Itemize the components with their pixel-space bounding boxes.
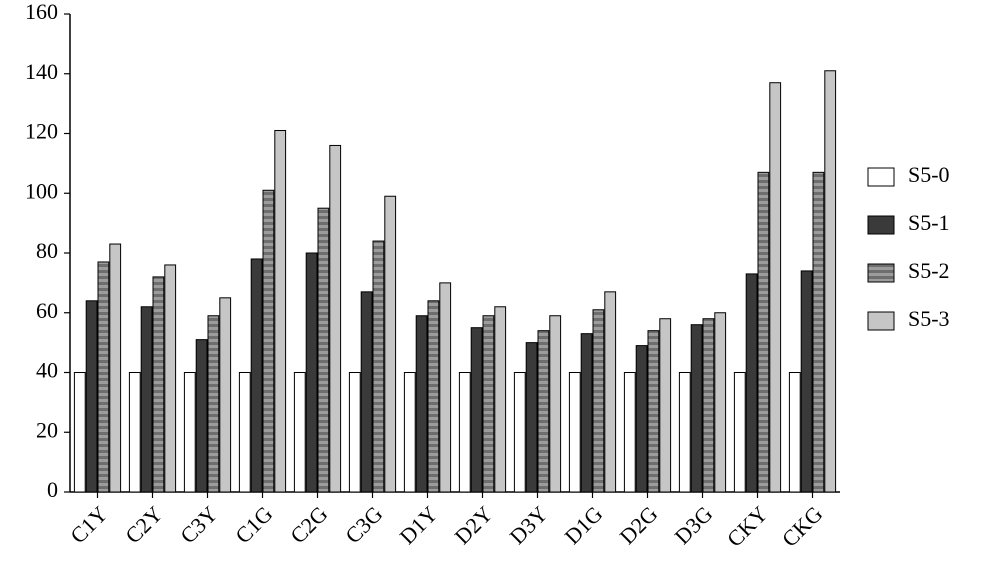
legend-label: S5-0 — [908, 162, 950, 187]
bar — [459, 373, 470, 493]
bar — [165, 265, 176, 492]
bar — [220, 298, 231, 492]
bar — [373, 241, 384, 492]
bar — [330, 145, 341, 492]
bar — [825, 71, 836, 492]
bar — [703, 319, 714, 492]
bar — [263, 190, 274, 492]
legend-swatch — [868, 168, 894, 186]
bar — [86, 301, 97, 492]
bar — [514, 373, 525, 493]
chart-background — [0, 0, 1000, 584]
bar — [648, 331, 659, 492]
y-tick-label: 60 — [36, 298, 58, 323]
y-tick-label: 100 — [25, 178, 58, 203]
bar — [715, 313, 726, 492]
bar — [660, 319, 671, 492]
bar — [404, 373, 415, 493]
bar — [184, 373, 195, 493]
bar — [239, 373, 250, 493]
bar — [440, 283, 451, 492]
bar — [538, 331, 549, 492]
bar — [349, 373, 360, 493]
bar — [605, 292, 616, 492]
bar — [275, 131, 286, 492]
bar — [428, 301, 439, 492]
bar — [129, 373, 140, 493]
bar — [110, 244, 121, 492]
bar — [361, 292, 372, 492]
y-tick-label: 20 — [36, 417, 58, 442]
bar — [746, 274, 757, 492]
bar — [569, 373, 580, 493]
bar — [495, 307, 506, 492]
bar — [624, 373, 635, 493]
bar — [294, 373, 305, 493]
bar — [416, 316, 427, 492]
bar — [789, 373, 800, 493]
bar — [471, 328, 482, 492]
chart-container: 020406080100120140160C1YC2YC3YC1GC2GC3GD… — [0, 0, 1000, 584]
bar — [141, 307, 152, 492]
legend-swatch — [868, 216, 894, 234]
bar — [74, 373, 85, 493]
y-tick-label: 140 — [25, 59, 58, 84]
legend-swatch — [868, 264, 894, 282]
bar-chart: 020406080100120140160C1YC2YC3YC1GC2GC3GD… — [0, 0, 1000, 584]
bar — [550, 316, 561, 492]
bar — [691, 325, 702, 492]
y-tick-label: 120 — [25, 119, 58, 144]
bar — [385, 196, 396, 492]
bar — [734, 373, 745, 493]
y-tick-label: 0 — [47, 477, 58, 502]
y-tick-label: 40 — [36, 358, 58, 383]
bar — [526, 343, 537, 492]
bar — [801, 271, 812, 492]
bar — [679, 373, 690, 493]
bar — [318, 208, 329, 492]
bar — [813, 172, 824, 492]
bar — [758, 172, 769, 492]
legend-label: S5-3 — [908, 306, 950, 331]
bar — [208, 316, 219, 492]
legend-label: S5-2 — [908, 258, 950, 283]
bar — [581, 334, 592, 492]
bar — [483, 316, 494, 492]
legend-swatch — [868, 312, 894, 330]
bar — [153, 277, 164, 492]
bar — [196, 340, 207, 492]
y-tick-label: 80 — [36, 238, 58, 263]
bar — [306, 253, 317, 492]
y-tick-label: 160 — [25, 0, 58, 24]
bar — [251, 259, 262, 492]
bar — [98, 262, 109, 492]
bar — [770, 83, 781, 492]
bar — [636, 346, 647, 492]
bar — [593, 310, 604, 492]
legend-label: S5-1 — [908, 210, 950, 235]
